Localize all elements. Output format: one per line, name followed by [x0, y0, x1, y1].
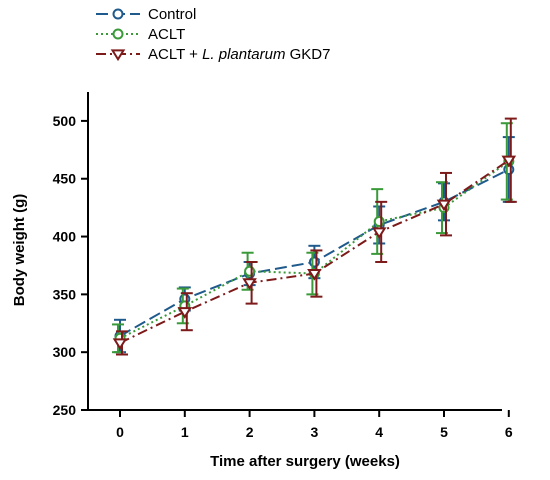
y-axis-title: Body weight (g): [11, 194, 28, 307]
data-point: [308, 256, 320, 268]
x-tick-label: 3: [311, 424, 319, 440]
series-1: [114, 136, 515, 354]
series: [112, 117, 517, 356]
legend-item: ACLT: [96, 26, 185, 43]
data-point: [501, 155, 517, 168]
legend-item: Control: [96, 6, 196, 23]
y-ticks: 250 300 350 400 450 500: [53, 113, 88, 418]
x-tick-label: 6: [505, 424, 513, 440]
axes: 250 300 350 400 450 500 0 1 2 3 4 5 6 Time after su…: [11, 92, 513, 470]
legend-marker: [112, 8, 124, 20]
legend-item: ACLT + L. plantarum GKD7: [96, 46, 330, 63]
x-tick-label: 2: [246, 424, 254, 440]
data-point: [112, 338, 128, 351]
data-point: [244, 265, 256, 277]
y-tick-label: 400: [53, 229, 77, 245]
legend-marker: [112, 28, 124, 40]
data-point: [177, 307, 193, 319]
legend-label: ACLT: [148, 26, 185, 43]
y-tick-label: 350: [53, 286, 77, 302]
data-point: [373, 216, 385, 228]
legend-marker: [110, 49, 126, 62]
x-axis-title: Time after surgery (weeks): [210, 453, 400, 470]
series-2: [112, 122, 515, 354]
data-point: [307, 268, 322, 281]
y-tick-label: 250: [53, 402, 77, 418]
series-3: [112, 117, 517, 356]
y-tick-label: 300: [53, 344, 77, 360]
x-tick-label: 0: [116, 424, 124, 440]
y-tick-label: 500: [53, 113, 77, 129]
x-tick-label: 4: [375, 424, 383, 440]
data-point: [242, 278, 257, 290]
y-tick-label: 450: [53, 171, 77, 187]
x-tick-label: 5: [440, 424, 448, 440]
legend: Control ACLT ACLT + L. plantarum GKD7: [96, 6, 330, 63]
x-ticks: 0 1 2 3 4 5 6: [116, 410, 513, 440]
data-point: [371, 227, 387, 240]
legend-label: Control: [148, 6, 196, 23]
legend-label: ACLT + L. plantarum GKD7: [148, 46, 330, 63]
x-tick-label: 1: [181, 424, 189, 440]
data-point: [436, 199, 452, 212]
